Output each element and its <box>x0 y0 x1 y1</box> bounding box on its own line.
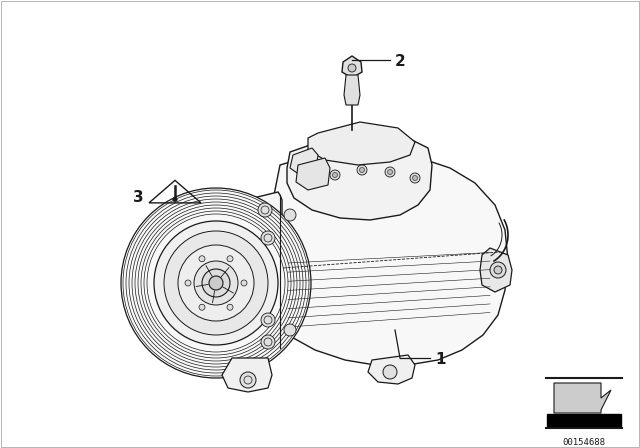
Polygon shape <box>554 383 611 413</box>
Polygon shape <box>258 150 508 365</box>
Circle shape <box>387 169 392 175</box>
Circle shape <box>284 324 296 336</box>
Circle shape <box>410 173 420 183</box>
Circle shape <box>494 266 502 274</box>
Text: 3: 3 <box>132 190 143 204</box>
Circle shape <box>258 203 272 217</box>
Circle shape <box>154 221 278 345</box>
Circle shape <box>383 365 397 379</box>
Circle shape <box>199 304 205 310</box>
Circle shape <box>199 256 205 262</box>
Polygon shape <box>480 248 512 292</box>
Circle shape <box>490 262 506 278</box>
Text: 1: 1 <box>435 353 445 367</box>
Polygon shape <box>183 192 282 348</box>
Circle shape <box>261 313 275 327</box>
Polygon shape <box>296 158 330 190</box>
Circle shape <box>348 64 356 72</box>
Circle shape <box>261 335 275 349</box>
Circle shape <box>178 245 254 321</box>
Circle shape <box>227 256 233 262</box>
Circle shape <box>413 176 417 181</box>
Circle shape <box>173 197 177 202</box>
Circle shape <box>385 167 395 177</box>
Circle shape <box>241 280 247 286</box>
Circle shape <box>209 276 223 290</box>
Circle shape <box>357 165 367 175</box>
Circle shape <box>121 188 311 378</box>
Circle shape <box>284 209 296 221</box>
Polygon shape <box>290 148 318 175</box>
Bar <box>547 414 621 426</box>
Polygon shape <box>222 358 272 392</box>
Text: 00154688: 00154688 <box>563 438 605 447</box>
Circle shape <box>194 261 238 305</box>
Circle shape <box>164 231 268 335</box>
Circle shape <box>360 168 365 172</box>
Polygon shape <box>287 133 432 220</box>
Text: 2: 2 <box>395 55 406 69</box>
Circle shape <box>227 304 233 310</box>
Circle shape <box>333 172 337 177</box>
Polygon shape <box>368 355 415 384</box>
Circle shape <box>185 280 191 286</box>
Circle shape <box>202 269 230 297</box>
Polygon shape <box>344 75 360 105</box>
Polygon shape <box>308 122 415 165</box>
Circle shape <box>330 170 340 180</box>
Circle shape <box>261 231 275 245</box>
Polygon shape <box>342 56 362 78</box>
Circle shape <box>240 372 256 388</box>
